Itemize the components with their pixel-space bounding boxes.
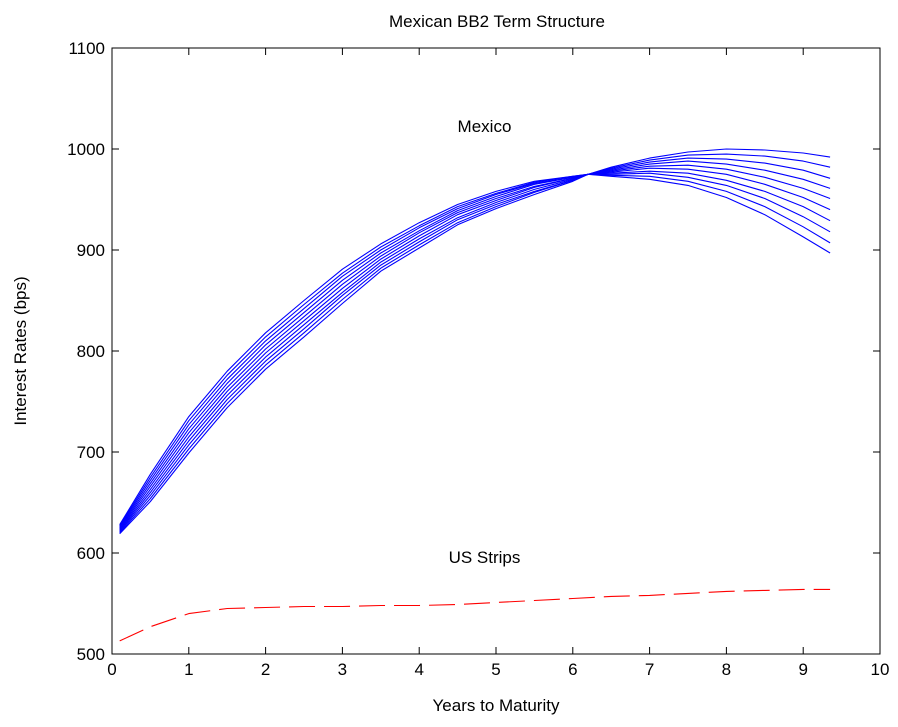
x-tick-label: 10 xyxy=(871,660,890,679)
x-tick-label: 0 xyxy=(107,660,116,679)
chart-title: Mexican BB2 Term Structure xyxy=(389,12,605,31)
x-tick-label: 3 xyxy=(338,660,347,679)
y-tick-label: 1100 xyxy=(68,39,105,58)
x-tick-label: 9 xyxy=(798,660,807,679)
annotation-label: Mexico xyxy=(458,117,512,136)
y-tick-label: 800 xyxy=(77,342,105,361)
x-tick-label: 5 xyxy=(491,660,500,679)
mexico-series-line-9 xyxy=(119,173,831,534)
mexico-series-line-5 xyxy=(119,164,831,530)
x-tick-label: 7 xyxy=(645,660,654,679)
mexico-series-line-1 xyxy=(119,148,831,525)
y-tick-label: 600 xyxy=(77,544,105,563)
axis-ticks: 0 1 2 3 4 5 6 7 8 9 10 500 600 700 800 900 1000 1100 xyxy=(67,39,889,679)
mexico-series-line-6 xyxy=(119,167,831,531)
annotation-label: US Strips xyxy=(449,548,521,567)
x-tick-label: 2 xyxy=(261,660,270,679)
y-tick-label: 500 xyxy=(77,645,105,664)
us-strips-series-line xyxy=(119,588,831,642)
mexico-series-line-8 xyxy=(119,172,831,533)
x-tick-label: 6 xyxy=(568,660,577,679)
y-tick-label: 700 xyxy=(77,443,105,462)
mexico-series-line-3 xyxy=(119,157,831,528)
x-tick-label: 1 xyxy=(184,660,193,679)
mexico-series-line-2 xyxy=(119,153,831,526)
mexico-series-line-7 xyxy=(119,170,831,532)
series-layer xyxy=(119,148,831,642)
y-axis-label: Interest Rates (bps) xyxy=(11,276,30,425)
y-tick-label: 900 xyxy=(77,241,105,260)
mexico-series-line-4 xyxy=(119,160,831,529)
x-tick-label: 8 xyxy=(722,660,731,679)
y-tick-label: 1000 xyxy=(67,140,105,159)
mexico-series-line-10 xyxy=(119,173,831,535)
x-tick-label: 4 xyxy=(414,660,423,679)
x-axis-label: Years to Maturity xyxy=(433,696,560,715)
annotations: Mexico US Strips xyxy=(449,117,521,567)
